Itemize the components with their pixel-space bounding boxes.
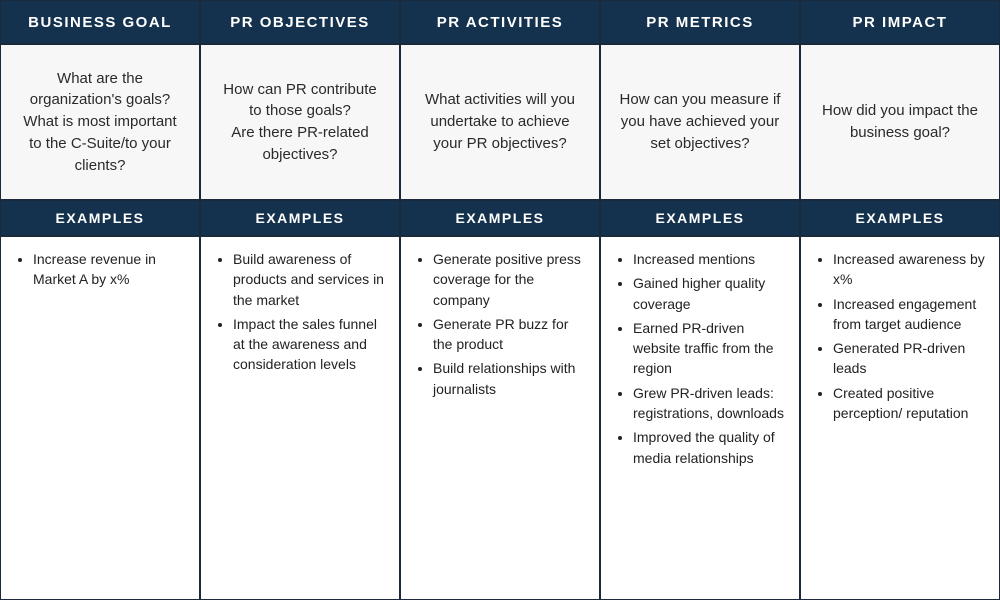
examples-item: Build awareness of products and services… — [233, 249, 385, 310]
examples-item: Increased engagement from target audienc… — [833, 294, 985, 335]
examples-item: Grew PR-driven leads: registrations, dow… — [633, 383, 785, 424]
column-header: PR ACTIVITIES — [400, 0, 600, 44]
examples-list: Increased mentions Gained higher quality … — [615, 249, 785, 472]
examples-item: Gained higher quality coverage — [633, 273, 785, 314]
examples-header: EXAMPLES — [600, 200, 800, 236]
examples-item: Increased awareness by x% — [833, 249, 985, 290]
examples-item: Build relationships with journalists — [433, 358, 585, 399]
examples-item: Generate positive press coverage for the… — [433, 249, 585, 310]
examples-header: EXAMPLES — [200, 200, 400, 236]
examples-cell: Build awareness of products and services… — [200, 236, 400, 600]
examples-item: Earned PR-driven website traffic from th… — [633, 318, 785, 379]
examples-cell: Increased mentions Gained higher quality … — [600, 236, 800, 600]
examples-cell: Generate positive press coverage for the… — [400, 236, 600, 600]
column-header: PR OBJECTIVES — [200, 0, 400, 44]
examples-item: Generated PR-driven leads — [833, 338, 985, 379]
column-header: BUSINESS GOAL — [0, 0, 200, 44]
examples-item: Improved the quality of media relationsh… — [633, 427, 785, 468]
examples-item: Impact the sales funnel at the awareness… — [233, 314, 385, 375]
examples-item: Increased mentions — [633, 249, 785, 269]
examples-header: EXAMPLES — [800, 200, 1000, 236]
examples-item: Increase revenue in Market A by x% — [33, 249, 185, 290]
examples-cell: Increased awareness by x%Increased engag… — [800, 236, 1000, 600]
column-question: What activities will you undertake to ac… — [400, 44, 600, 200]
examples-header: EXAMPLES — [400, 200, 600, 236]
examples-list: Increased awareness by x%Increased engag… — [815, 249, 985, 427]
examples-list: Build awareness of products and services… — [215, 249, 385, 379]
examples-item: Created positive perception/ reputation — [833, 383, 985, 424]
column-question: What are the organization's goals? What … — [0, 44, 200, 200]
examples-list: Increase revenue in Market A by x% — [15, 249, 185, 294]
examples-header: EXAMPLES — [0, 200, 200, 236]
examples-cell: Increase revenue in Market A by x% — [0, 236, 200, 600]
column-question: How can you measure if you have achieved… — [600, 44, 800, 200]
pr-framework-table: BUSINESS GOALPR OBJECTIVESPR ACTIVITIESP… — [0, 0, 1000, 600]
column-header: PR METRICS — [600, 0, 800, 44]
column-question: How did you impact the business goal? — [800, 44, 1000, 200]
examples-list: Generate positive press coverage for the… — [415, 249, 585, 403]
examples-item: Generate PR buzz for the product — [433, 314, 585, 355]
column-header: PR IMPACT — [800, 0, 1000, 44]
column-question: How can PR contribute to those goals?Are… — [200, 44, 400, 200]
